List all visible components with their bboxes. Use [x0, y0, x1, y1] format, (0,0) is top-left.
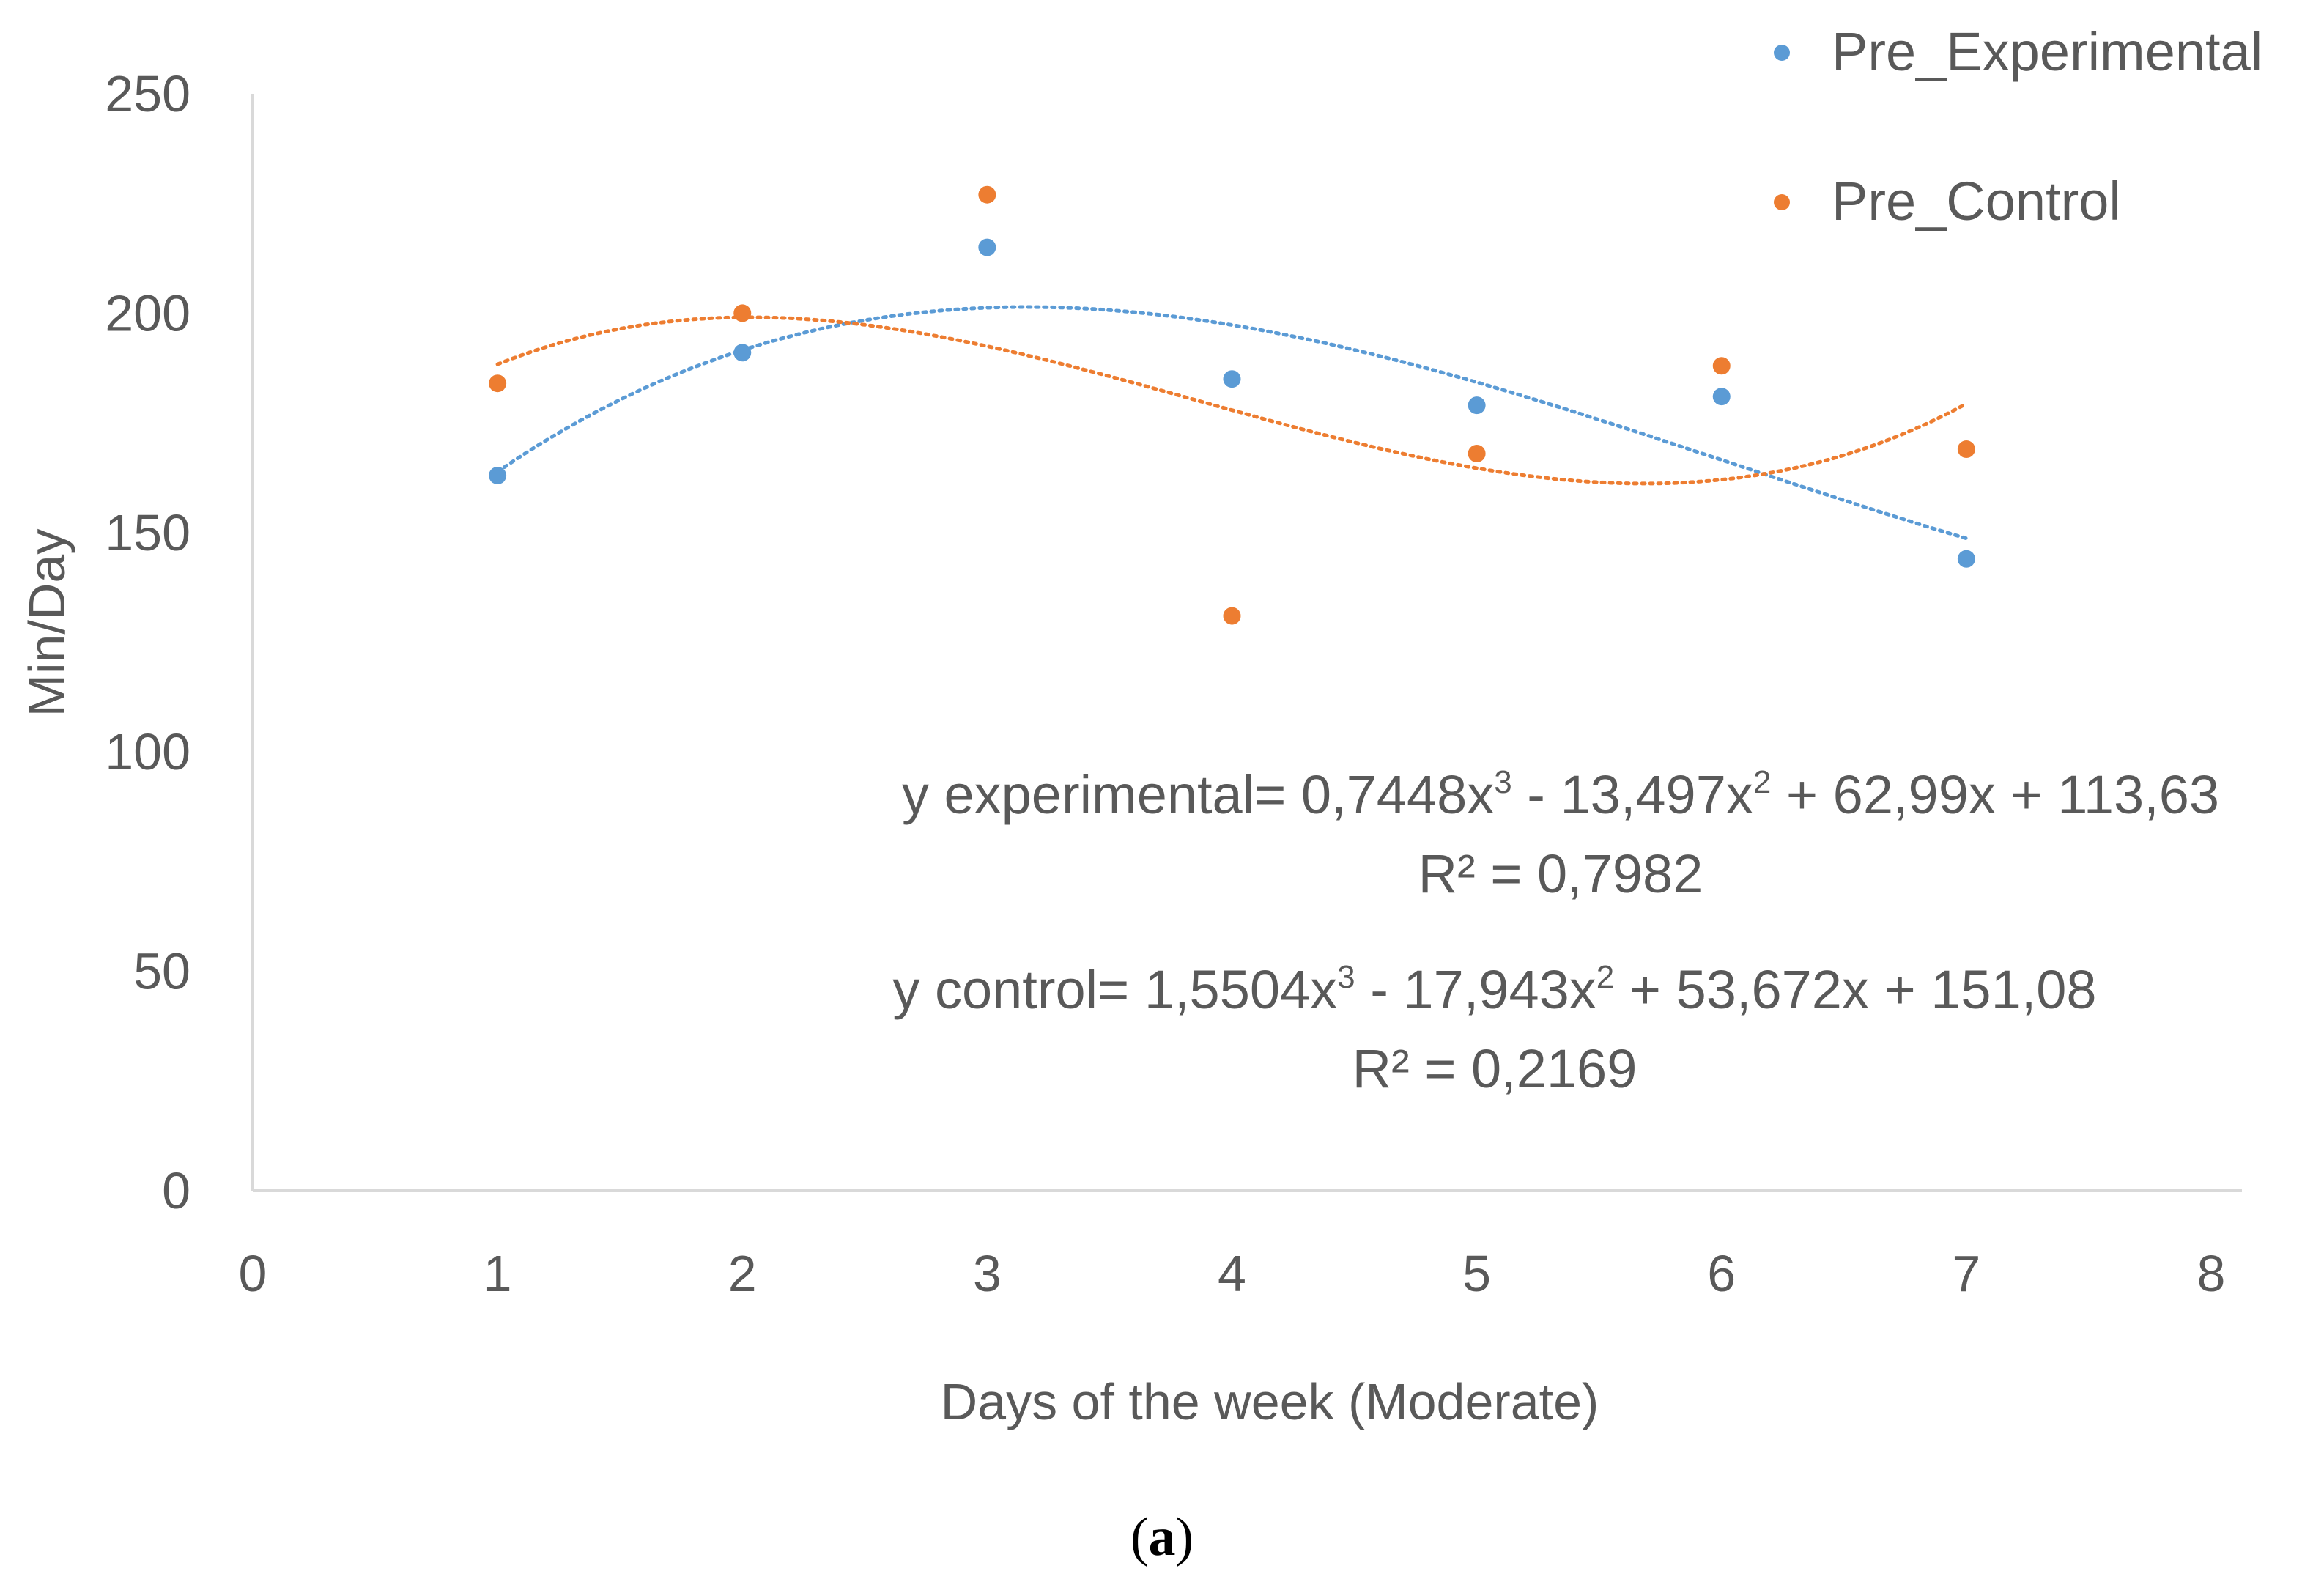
eq-exp-part-c: + 62,99x + 113,63 — [1771, 764, 2219, 825]
trendlines — [495, 305, 1969, 541]
y-tick-labels: 0 50 100 150 200 250 — [105, 65, 190, 1219]
eq-ctrl-r2: R² = 0,2169 — [1352, 1038, 1637, 1099]
experimental-point-4 — [1223, 370, 1241, 388]
x-tick-label-2: 2 — [728, 1245, 757, 1302]
eq-ctrl-part-c: + 53,672x + 151,08 — [1614, 959, 2096, 1020]
eq-exp-part-b: - 13,497x — [1512, 764, 1753, 825]
caption-open: ( — [1130, 1507, 1149, 1567]
x-tick-label-7: 7 — [1952, 1245, 1980, 1302]
y-tick-label-3: 150 — [105, 504, 190, 561]
legend-label-control: Pre_Control — [1832, 171, 2121, 232]
equation-control: y control= 1,5504x3 - 17,943x2 + 53,672x… — [892, 959, 2096, 1099]
figure-caption: (a) — [1130, 1507, 1194, 1567]
experimental-point-1 — [489, 466, 507, 484]
y-axis-title: Min/Day — [18, 529, 75, 717]
data-points — [489, 185, 1975, 625]
x-tick-label-4: 4 — [1218, 1245, 1246, 1302]
y-tick-label-5: 250 — [105, 65, 190, 122]
eq-ctrl-sup3: 3 — [1337, 959, 1355, 995]
control-point-5 — [1468, 445, 1486, 463]
control-point-2 — [733, 304, 752, 322]
y-tick-label-4: 200 — [105, 284, 190, 341]
control-point-3 — [978, 185, 996, 204]
eq-ctrl-part-b: - 17,943x — [1355, 959, 1596, 1020]
y-tick-label-1: 50 — [133, 943, 190, 1000]
svg-text:y control= 1,5504x3 - 17,943x2: y control= 1,5504x3 - 17,943x2 + 53,672x… — [892, 959, 2096, 1020]
x-tick-label-5: 5 — [1462, 1245, 1491, 1302]
y-tick-label-2: 100 — [105, 723, 190, 780]
legend-marker-control — [1774, 194, 1790, 210]
eq-ctrl-part-a: y control= 1,5504x — [892, 959, 1337, 1020]
control-point-7 — [1957, 440, 1975, 459]
svg-text:y experimental= 0,7448x3 - 13,: y experimental= 0,7448x3 - 13,497x2 + 62… — [902, 764, 2219, 825]
eq-ctrl-sup2: 2 — [1596, 959, 1614, 995]
eq-exp-sup2: 2 — [1753, 764, 1771, 800]
control-point-1 — [489, 374, 507, 393]
trendline-experimental — [495, 305, 1969, 541]
x-tick-labels: 0 1 2 3 4 5 6 7 8 — [239, 1245, 2226, 1302]
x-axis-title: Days of the week (Moderate) — [941, 1373, 1599, 1430]
x-tick-label-1: 1 — [484, 1245, 512, 1302]
x-tick-label-8: 8 — [2197, 1245, 2226, 1302]
experimental-point-3 — [978, 238, 996, 256]
trendline-control — [495, 315, 1969, 486]
experimental-point-2 — [733, 344, 752, 362]
x-tick-label-6: 6 — [1707, 1245, 1736, 1302]
experimental-point-7 — [1957, 550, 1975, 568]
caption-letter: a — [1149, 1507, 1176, 1567]
eq-exp-r2: R² = 0,7982 — [1418, 843, 1703, 904]
control-point-6 — [1712, 357, 1731, 375]
legend-marker-experimental — [1774, 45, 1790, 61]
x-tick-label-0: 0 — [239, 1245, 267, 1302]
caption-close: ) — [1176, 1507, 1194, 1567]
experimental-point-5 — [1468, 396, 1486, 415]
y-tick-label-0: 0 — [162, 1162, 190, 1219]
eq-exp-part-a: y experimental= 0,7448x — [902, 764, 1494, 825]
x-tick-label-3: 3 — [973, 1245, 1002, 1302]
legend-label-experimental: Pre_Experimental — [1832, 21, 2262, 82]
equation-experimental: y experimental= 0,7448x3 - 13,497x2 + 62… — [902, 764, 2219, 904]
control-point-4 — [1223, 607, 1241, 625]
eq-exp-sup3: 3 — [1494, 764, 1511, 800]
experimental-point-6 — [1712, 388, 1731, 406]
legend: Pre_Experimental Pre_Control — [1774, 21, 2262, 232]
